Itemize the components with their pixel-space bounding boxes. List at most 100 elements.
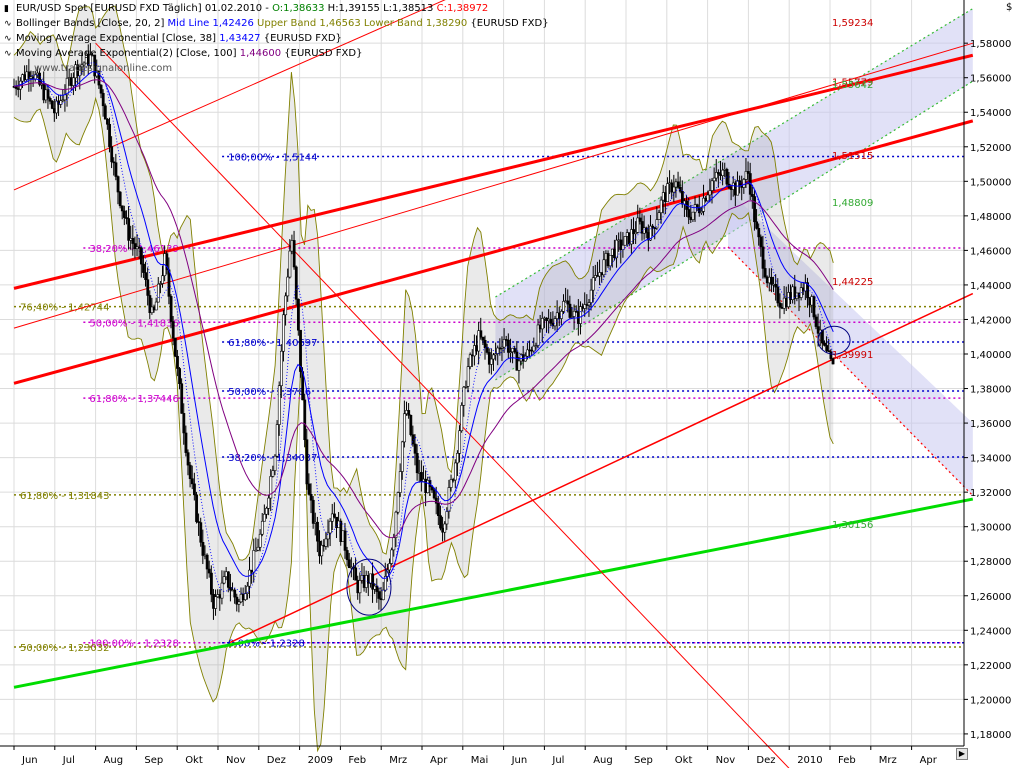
x-tick-label: Mai (471, 755, 489, 766)
x-tick-label: Mrz (389, 755, 407, 766)
x-tick-label: Nov (716, 755, 736, 766)
candle-body (439, 515, 442, 529)
candle-body (235, 596, 239, 605)
candle-body (396, 492, 400, 513)
candle-body (112, 161, 116, 164)
y-axis: 1,58000 1,56000 1,54000 1,52000 1,50000 1,480… (963, 0, 1011, 746)
y-tick-label: 1,28000 (970, 557, 1011, 568)
x-tick-label: 2010 (797, 755, 822, 766)
candle-body (118, 191, 122, 207)
candle-body (55, 100, 58, 114)
right-level-label: 1,48809 (832, 198, 873, 209)
candle-body (309, 494, 313, 501)
x-tick-label: Jun (511, 755, 528, 766)
candle-body (500, 346, 504, 349)
candle-body (222, 576, 226, 584)
candle-body (27, 71, 31, 79)
candle-body (479, 330, 483, 338)
candle-body (394, 511, 398, 538)
legend-high: H:1,39155 (327, 3, 380, 14)
candle-body (277, 385, 281, 425)
y-tick-label: 1,20000 (970, 695, 1011, 706)
candle-body (80, 64, 84, 68)
candle-body (400, 441, 404, 472)
trend-line (13, 42, 973, 329)
candle-body (137, 246, 141, 249)
candle-body (144, 272, 148, 280)
candle-body (632, 229, 636, 235)
candle-body (347, 559, 351, 568)
candle-body (659, 199, 663, 214)
trend-line (13, 53, 974, 290)
candle-body (201, 541, 205, 556)
scroll-right-icon[interactable]: ▶ (956, 748, 968, 760)
legend-price-label: EUR/USD Spot [EURUSD FXD Täglich] 01.02.… (16, 3, 269, 14)
candle-body (288, 250, 292, 278)
candle-body (591, 277, 595, 291)
candle-body (267, 497, 271, 509)
candle-body (403, 413, 406, 443)
y-tick-label: 1,22000 (970, 661, 1011, 672)
legend-ema100-value: 1,44600 (239, 48, 282, 59)
x-tick-label: Feb (348, 755, 366, 766)
x-tick-label: Dez (756, 755, 775, 766)
candle-body (197, 521, 201, 523)
candle-body (252, 550, 256, 573)
highlight-circle (817, 325, 851, 355)
candle-body (806, 282, 809, 299)
right-level-label: 1,44225 (832, 277, 873, 288)
x-tick-label: Aug (104, 755, 124, 766)
candle-body (761, 246, 765, 269)
legend-ema100-symbol: {EURUSD FXD} (284, 48, 363, 59)
candle-body (142, 263, 145, 273)
candle-body (829, 351, 833, 359)
moving-averages (13, 61, 851, 616)
y-tick-label: 1,24000 (970, 626, 1011, 637)
candle-body (687, 209, 691, 218)
candle-body (148, 295, 152, 314)
candle-body (48, 98, 52, 102)
candle-body (513, 347, 517, 353)
legend-ema38-label: Moving Average Exponential [Close, 38] (16, 33, 216, 44)
candle-body (320, 544, 324, 557)
indicator-icon: ∿ (4, 49, 12, 59)
axis-unit: $ (1006, 2, 1013, 13)
candle-body (825, 345, 829, 352)
candle-body (570, 316, 574, 318)
candle-body (156, 283, 160, 303)
candle-body (744, 171, 748, 180)
candle-body (714, 172, 718, 179)
candle-body (676, 181, 680, 188)
y-tick-label: 1,42000 (970, 315, 1011, 326)
y-tick-label: 1,46000 (970, 246, 1011, 257)
candle-body (358, 580, 362, 594)
candle-body (776, 286, 780, 304)
trend-line (229, 292, 974, 644)
candle-body (763, 268, 767, 278)
candle-body (649, 225, 652, 241)
legend-row-ema38: ∿ Moving Average Exponential [Close, 38] … (4, 31, 549, 46)
candle-body (328, 520, 332, 534)
candle-body (759, 236, 763, 248)
candle-body (296, 298, 300, 331)
candle-body (180, 383, 184, 414)
candle-body (182, 413, 186, 434)
candle-body (636, 217, 640, 233)
candle-body (615, 239, 619, 259)
x-tick-label: 2009 (308, 755, 333, 766)
bb-fill (14, 6, 834, 751)
candle-body (706, 194, 710, 202)
candle-body (127, 218, 131, 241)
candle-body (154, 301, 158, 311)
x-tick-label: Jul (551, 755, 564, 766)
candle-body (307, 483, 311, 495)
x-tick-label: Dez (267, 755, 286, 766)
candle-body (602, 259, 606, 276)
candle-body (383, 576, 387, 591)
candle-body (621, 244, 625, 251)
candle-body (466, 366, 470, 387)
y-tick-label: 1,48000 (970, 212, 1011, 223)
candle-body (630, 229, 633, 245)
fib-level-label: 100,00% - 1,2328 (89, 639, 178, 650)
candle-body (700, 211, 703, 214)
